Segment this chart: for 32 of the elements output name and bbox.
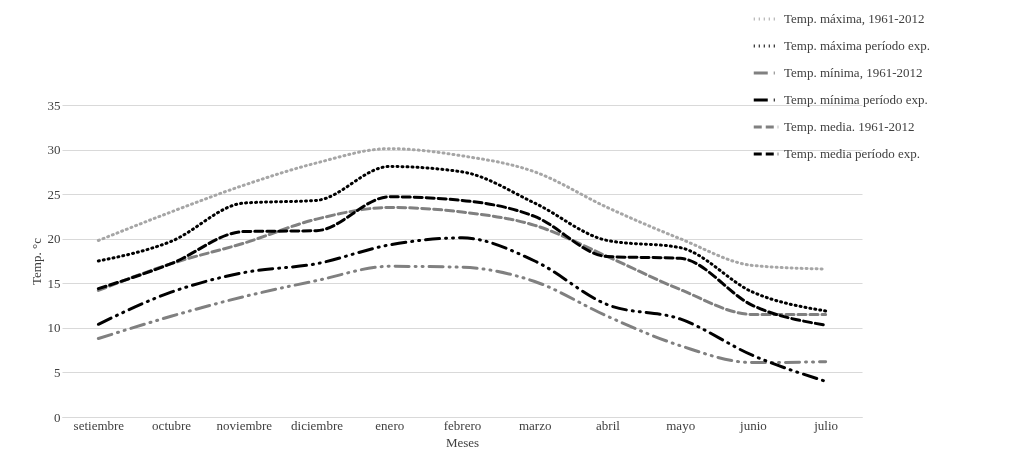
legend-label: Temp. mínima período exp.: [784, 92, 928, 107]
y-tick-label: 35: [47, 97, 61, 113]
legend-label: Temp. máxima período exp.: [784, 38, 931, 53]
y-tick-label: 20: [47, 231, 61, 247]
x-tick-label: setiembre: [73, 417, 125, 433]
x-axis-title: Meses: [445, 434, 480, 450]
x-tick-label: marzo: [518, 417, 552, 433]
x-tick-label: noviembre: [216, 417, 273, 433]
x-tick-label: mayo: [666, 417, 696, 433]
x-tick-label: julio: [813, 417, 839, 433]
x-tick-label: junio: [739, 417, 767, 433]
x-tick-label: enero: [375, 417, 405, 433]
line-series: [96, 165, 828, 313]
line-series: [96, 195, 828, 327]
y-tick-label: 10: [47, 320, 61, 336]
x-tick-label: octubre: [152, 417, 192, 433]
y-tick-label: 15: [47, 275, 61, 291]
line-series: [96, 264, 828, 365]
legend-label: Temp. mínima, 1961-2012: [784, 65, 923, 80]
line-series: [96, 236, 828, 383]
line-series: [96, 206, 828, 316]
legend-label: Temp. media período exp.: [784, 146, 920, 161]
x-tick-label: abril: [596, 417, 621, 433]
y-tick-label: 25: [47, 186, 61, 202]
x-tick-label: febrero: [443, 417, 482, 433]
x-tick-label: diciembre: [291, 417, 344, 433]
legend-label: Temp. máxima, 1961-2012: [784, 11, 925, 26]
legend-label: Temp. media. 1961-2012: [784, 119, 915, 134]
y-axis-title: Temp. °c: [28, 237, 44, 285]
y-tick-label: 5: [54, 364, 61, 380]
y-tick-label: 30: [47, 142, 61, 158]
y-tick-label: 0: [54, 409, 61, 425]
